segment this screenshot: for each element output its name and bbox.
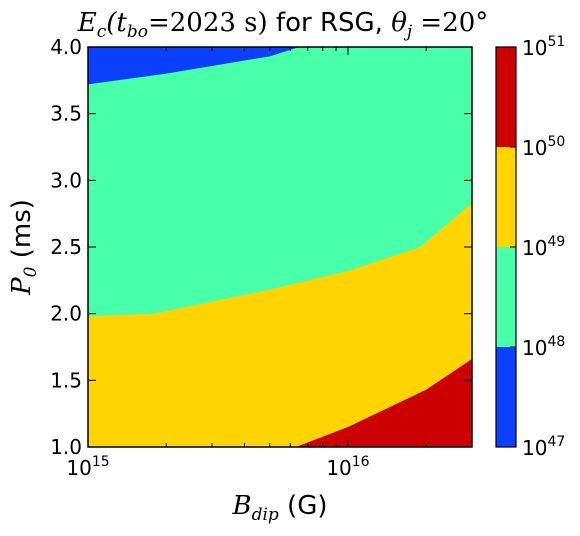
y-tick-label: 1.5 bbox=[50, 368, 82, 392]
y-tick-label: 2.0 bbox=[50, 302, 82, 326]
y-tick-label: 1.0 bbox=[50, 435, 82, 459]
colorbar-segment bbox=[496, 47, 516, 147]
y-axis: 1.0 1.5 2.0 2.5 3.0 3.5 4.0 bbox=[50, 35, 472, 459]
y-axis-label: P0 (ms) bbox=[7, 199, 41, 296]
colorbar-segment bbox=[496, 147, 516, 247]
x-axis: 1015 1016 bbox=[66, 47, 473, 480]
colorbar-segment bbox=[496, 247, 516, 347]
y-tick-label: 3.5 bbox=[50, 102, 82, 126]
contour-region-1e48-1e49 bbox=[88, 47, 472, 317]
plot-area bbox=[88, 47, 472, 447]
contour-region-1e50-1e51 bbox=[295, 359, 472, 447]
y-tick-label: 4.0 bbox=[50, 35, 82, 59]
x-axis-label: Bdip (G) bbox=[231, 491, 327, 525]
colorbar-tick-label: 1049 bbox=[522, 234, 565, 260]
colorbar-tick-label: 1050 bbox=[522, 134, 565, 160]
colorbar-tick-label: 1047 bbox=[522, 434, 565, 460]
y-tick-label: 2.5 bbox=[50, 235, 82, 259]
colorbar: 1047 1048 1049 1050 1051 bbox=[495, 34, 565, 460]
x-tick-label: 1015 bbox=[66, 454, 109, 480]
chart-title: Ec(tbo=2023 s) for RSG, θj =20° bbox=[77, 8, 489, 42]
x-tick-label: 1016 bbox=[326, 454, 369, 480]
colorbar-tick-label: 1051 bbox=[522, 34, 565, 60]
y-tick-label: 3.0 bbox=[50, 168, 82, 192]
contour-region-1e47-1e48 bbox=[88, 47, 300, 85]
colorbar-segment bbox=[496, 347, 516, 447]
colorbar-tick-label: 1048 bbox=[522, 334, 565, 360]
